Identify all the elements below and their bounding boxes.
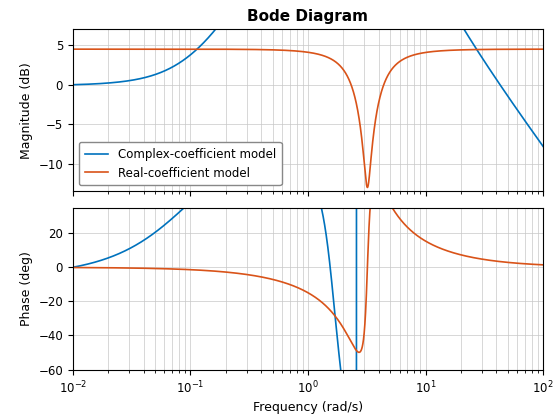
Y-axis label: Magnitude (dB): Magnitude (dB) xyxy=(20,62,33,159)
Title: Bode Diagram: Bode Diagram xyxy=(248,9,368,24)
Legend: Complex-coefficient model, Real-coefficient model: Complex-coefficient model, Real-coeffici… xyxy=(79,142,282,186)
X-axis label: Frequency (rad/s): Frequency (rad/s) xyxy=(253,402,363,415)
Y-axis label: Phase (deg): Phase (deg) xyxy=(20,251,33,326)
